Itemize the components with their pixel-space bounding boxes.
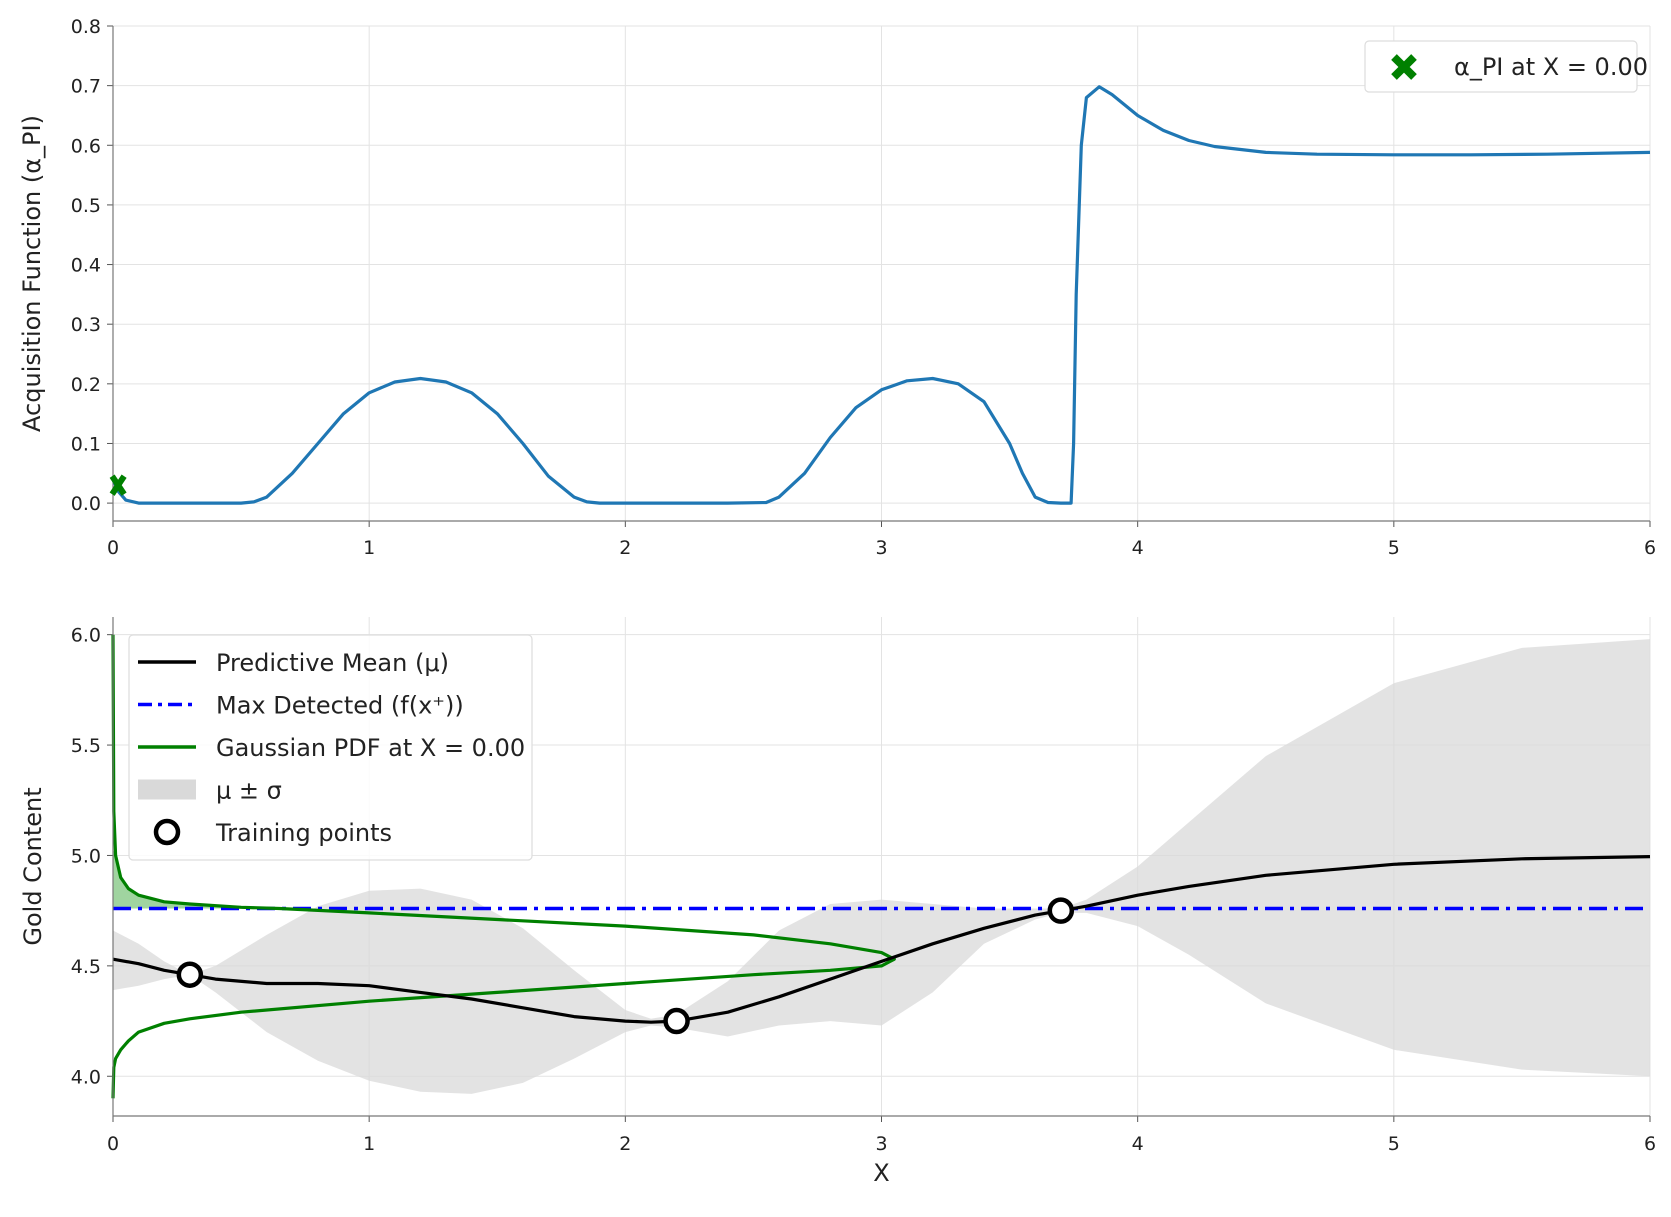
y-tick-label: 5.0 bbox=[71, 845, 101, 867]
y-tick-label: 6.0 bbox=[71, 625, 101, 647]
x-tick-label: 5 bbox=[1388, 537, 1400, 559]
y-tick-label: 0.6 bbox=[71, 135, 101, 157]
legend-label: Max Detected (f(x⁺)) bbox=[216, 692, 464, 720]
acquisition-plot: 0 1 2 3 4 5 6 0.0 0.1 0.2 0.3 0.4 0.5 0.6 0.7 0.8 Acquis… bbox=[18, 16, 1656, 559]
x-tick-label: 2 bbox=[619, 1133, 631, 1155]
probability-region bbox=[113, 851, 280, 909]
x-tick-label: 3 bbox=[875, 1133, 887, 1155]
legend-marker-x bbox=[1391, 54, 1417, 80]
acquisition-line bbox=[111, 85, 1651, 505]
predictive-mean-line bbox=[112, 855, 1651, 1024]
x-tick-label: 6 bbox=[1644, 1133, 1656, 1155]
x-tick-label: 0 bbox=[107, 537, 119, 559]
legend-swatch-circle bbox=[153, 818, 181, 846]
x-tick-label: 2 bbox=[619, 537, 631, 559]
legend-box bbox=[1364, 40, 1638, 93]
training-point bbox=[176, 961, 204, 988]
gold-content-plot: 0 1 2 3 4 5 6 4.0 4.5 5.0 5.5 6.0 X Gold Content Predi… bbox=[19, 617, 1656, 1187]
y-tick-label: 5.5 bbox=[71, 735, 101, 757]
y-tick-label: 0.1 bbox=[71, 433, 101, 455]
legend-box bbox=[128, 634, 533, 861]
legend-label: Predictive Mean (μ) bbox=[216, 649, 449, 677]
training-point bbox=[663, 1007, 690, 1035]
y-tick-label: 0.7 bbox=[71, 76, 101, 98]
y-axis-title: Gold Content bbox=[19, 787, 47, 945]
x-tick-label: 4 bbox=[1132, 537, 1144, 559]
y-tick-label: 0.8 bbox=[71, 16, 101, 38]
legend-label: μ ± σ bbox=[216, 777, 282, 805]
y-tick-label: 4.0 bbox=[71, 1066, 101, 1088]
x-axis-title: X bbox=[873, 1159, 889, 1187]
x-tick-label: 4 bbox=[1132, 1133, 1144, 1155]
y-axis-title: Acquisition Function (α_PI) bbox=[18, 115, 46, 432]
x-tick-label: 1 bbox=[363, 537, 375, 559]
x-tick-label: 5 bbox=[1388, 1133, 1400, 1155]
x-tick-label: 6 bbox=[1644, 537, 1656, 559]
uncertainty-band bbox=[113, 639, 1650, 1094]
training-point bbox=[1047, 897, 1075, 924]
legend-swatch-patch bbox=[138, 779, 196, 800]
y-tick-label: 0.0 bbox=[71, 493, 101, 515]
y-tick-label: 0.5 bbox=[71, 195, 101, 217]
x-tick-label: 1 bbox=[363, 1133, 375, 1155]
pi-marker bbox=[109, 474, 127, 496]
legend-label-pi: α_PI at X = 0.00 bbox=[1454, 53, 1648, 81]
x-tick-label: 3 bbox=[875, 537, 887, 559]
legend-label: Training points bbox=[215, 819, 392, 847]
y-tick-label: 4.5 bbox=[71, 956, 101, 978]
x-tick-label: 0 bbox=[107, 1133, 119, 1155]
y-tick-label: 0.3 bbox=[71, 314, 101, 336]
y-tick-label: 0.4 bbox=[71, 255, 101, 277]
y-tick-label: 0.2 bbox=[71, 374, 101, 396]
gaussian-pdf-line bbox=[111, 634, 896, 1099]
legend-label: Gaussian PDF at X = 0.00 bbox=[216, 734, 525, 762]
